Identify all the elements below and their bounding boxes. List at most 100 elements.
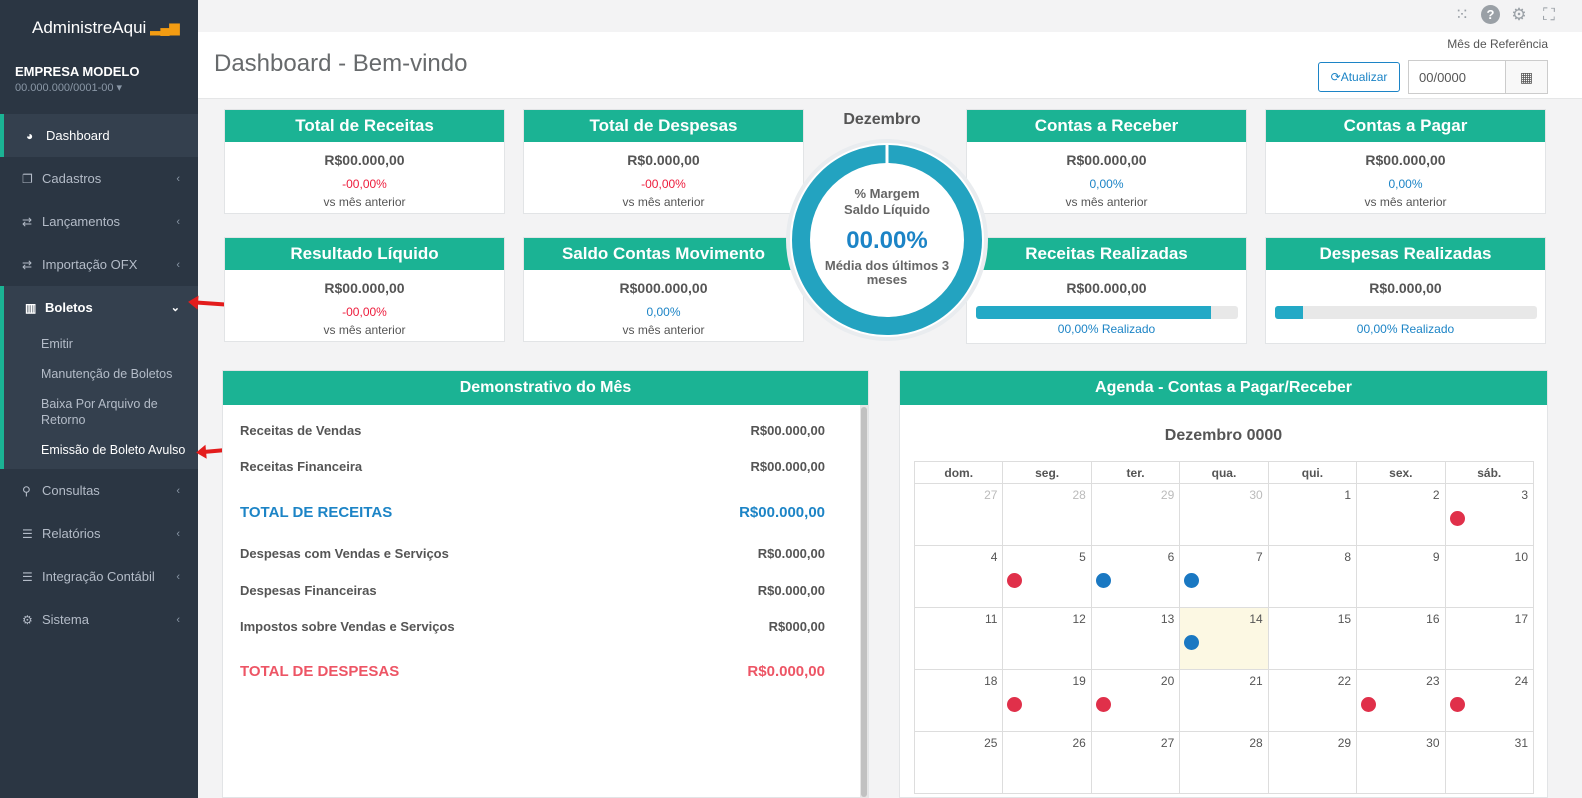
event-dot[interactable] [1007,697,1023,712]
company-selector[interactable]: EMPRESA MODELO 00.000.000/0001-00 ▾ [0,56,198,94]
card-title: Contas a Receber [967,110,1246,142]
calendar-day[interactable]: 30 [1179,483,1269,546]
card-percent: 0,00% [1089,177,1124,191]
refresh-button[interactable]: ⟳ Atualizar [1318,62,1400,92]
calendar-day[interactable]: 12 [1002,607,1092,670]
day-number: 10 [1514,550,1528,564]
day-number: 19 [1072,674,1086,688]
day-number: 7 [1256,550,1263,564]
day-number: 29 [1337,736,1352,750]
caret-down-icon: ▾ [116,82,123,94]
calendar-day[interactable]: 15 [1267,607,1358,670]
calendar-day[interactable]: 20 [1090,669,1181,732]
calendar-day[interactable]: 1 [1267,483,1358,546]
chevron-left-icon: ‹ [176,172,180,185]
calendar-day[interactable]: 30 [1356,731,1446,794]
day-number: 28 [1249,736,1263,750]
calendar-day[interactable]: 27 [1090,731,1181,794]
submenu-baixa-arquivo-retorno[interactable]: Baixa Por Arquivo de Retorno [41,397,158,427]
sidebar-item-relatorios[interactable]: ☰ Relatórios ‹ [0,512,198,555]
chevron-left-icon: ‹ [176,570,180,583]
sidebar-item-dashboard[interactable]: ◕ Dashboard [0,114,198,157]
calendar-day[interactable]: 26 [1002,731,1092,794]
calendar-button[interactable]: ▦ [1506,60,1548,94]
event-dot[interactable] [1095,573,1111,588]
sidebar-item-cadastros[interactable]: ❐ Cadastros ‹ [0,157,198,200]
calendar-day[interactable]: 14 [1179,607,1269,670]
refresh-icon: ⟳ [1330,70,1341,84]
demo-scrollbar[interactable] [860,405,868,798]
day-number: 1 [1344,488,1352,502]
calendar-day[interactable]: 19 [1002,669,1092,732]
card-value: R$00.000,00 [324,152,405,168]
gear-icon[interactable]: ⚙ [1511,5,1527,24]
card-title: Total de Receitas [225,110,504,142]
calendar-day[interactable]: 22 [1267,669,1358,732]
calendar-day[interactable]: 27 [913,483,1004,546]
day-number: 8 [1344,550,1352,564]
calendar-day[interactable]: 16 [1356,607,1446,670]
calendar-day[interactable]: 6 [1090,545,1181,608]
calendar-day[interactable]: 29 [1267,731,1358,794]
day-number: 27 [984,488,998,502]
calendar-day[interactable]: 23 [1356,669,1446,732]
card-total-despesas: Total de Despesas R$0.000,00 -00,00% vs … [523,109,804,214]
submenu-manutencao-boletos[interactable]: Manutenção de Boletos [41,367,173,381]
demo-row-receitas-vendas: Receitas de Vendas R$00.000,00 [240,423,825,438]
brand-logo[interactable]: AdministreAqui ▂▄▆ [0,0,198,56]
calendar-day[interactable]: 13 [1090,607,1181,670]
calendar-day[interactable]: 17 [1444,607,1535,670]
sidebar-item-sistema[interactable]: ⚙ Sistema ‹ [0,598,198,641]
calendar-day[interactable]: 8 [1267,545,1358,608]
chevron-left-icon: ‹ [176,613,180,626]
calendar-day[interactable]: 11 [913,607,1004,670]
calendar-day[interactable]: 5 [1002,545,1092,608]
calendar-day[interactable]: 28 [1179,731,1269,794]
event-dot[interactable] [1184,635,1200,650]
day-number: 21 [1249,674,1263,688]
progress-fill [1274,306,1304,319]
calendar-day[interactable]: 2 [1356,483,1446,546]
submenu-emitir[interactable]: Emitir [41,337,73,351]
calendar-day[interactable]: 21 [1179,669,1269,732]
day-number: 3 [1521,488,1528,502]
event-dot[interactable] [1449,697,1465,712]
sidebar-item-integracao-contabil[interactable]: ☰ Integração Contábil ‹ [0,555,198,598]
sidebar-item-importacao-ofx[interactable]: ⇄ Importação OFX ‹ [0,243,198,286]
donut-value: 00.00% [846,227,928,254]
apps-grid-icon[interactable]: ⁙ [1454,5,1470,24]
calendar-day[interactable]: 3 [1444,483,1535,546]
event-dot[interactable] [1361,697,1377,712]
card-title: Contas a Pagar [1266,110,1545,142]
sidebar-item-consultas[interactable]: ⚲ Consultas ‹ [0,469,198,512]
calendar-day[interactable]: 24 [1444,669,1535,732]
calendar-day[interactable]: 18 [913,669,1004,732]
calendar-day[interactable]: 7 [1179,545,1269,608]
reference-month-input[interactable] [1408,60,1506,94]
event-dot[interactable] [1095,697,1111,712]
card-value: R$0.000,00 [627,152,700,168]
day-number: 24 [1514,674,1528,688]
topbar-icons: ⁙ ? ⚙ ⛶ [1451,4,1560,26]
help-icon[interactable]: ? [1481,5,1500,24]
scrollbar-thumb[interactable] [861,407,867,797]
page-title: Dashboard - Bem-vindo [214,50,468,77]
calendar-day[interactable]: 28 [1002,483,1092,546]
calendar-day[interactable]: 29 [1090,483,1181,546]
sidebar-item-boletos[interactable]: ▥ Boletos ⌄ [4,286,198,329]
event-dot[interactable] [1449,511,1465,526]
event-dot[interactable] [1184,573,1200,588]
weekday-header: seg. [1002,461,1092,484]
demo-row-value: R$00.000,00 [750,423,825,438]
sidebar-item-lancamentos[interactable]: ⇄ Lançamentos ‹ [0,200,198,243]
calendar-day[interactable]: 10 [1444,545,1535,608]
calendar-day[interactable]: 25 [913,731,1004,794]
calendar-day[interactable]: 31 [1444,731,1535,794]
fullscreen-icon[interactable]: ⛶ [1543,5,1555,24]
boletos-group: ▥ Boletos ⌄ Emitir Manutenção de Boletos… [0,286,198,469]
calendar-day[interactable]: 4 [913,545,1004,608]
calendar-day[interactable]: 9 [1356,545,1446,608]
submenu-emissao-boleto-avulso[interactable]: Emissão de Boleto Avulso [41,443,186,457]
event-dot[interactable] [1007,573,1023,588]
progress-percent: 00,00% [1057,322,1099,336]
